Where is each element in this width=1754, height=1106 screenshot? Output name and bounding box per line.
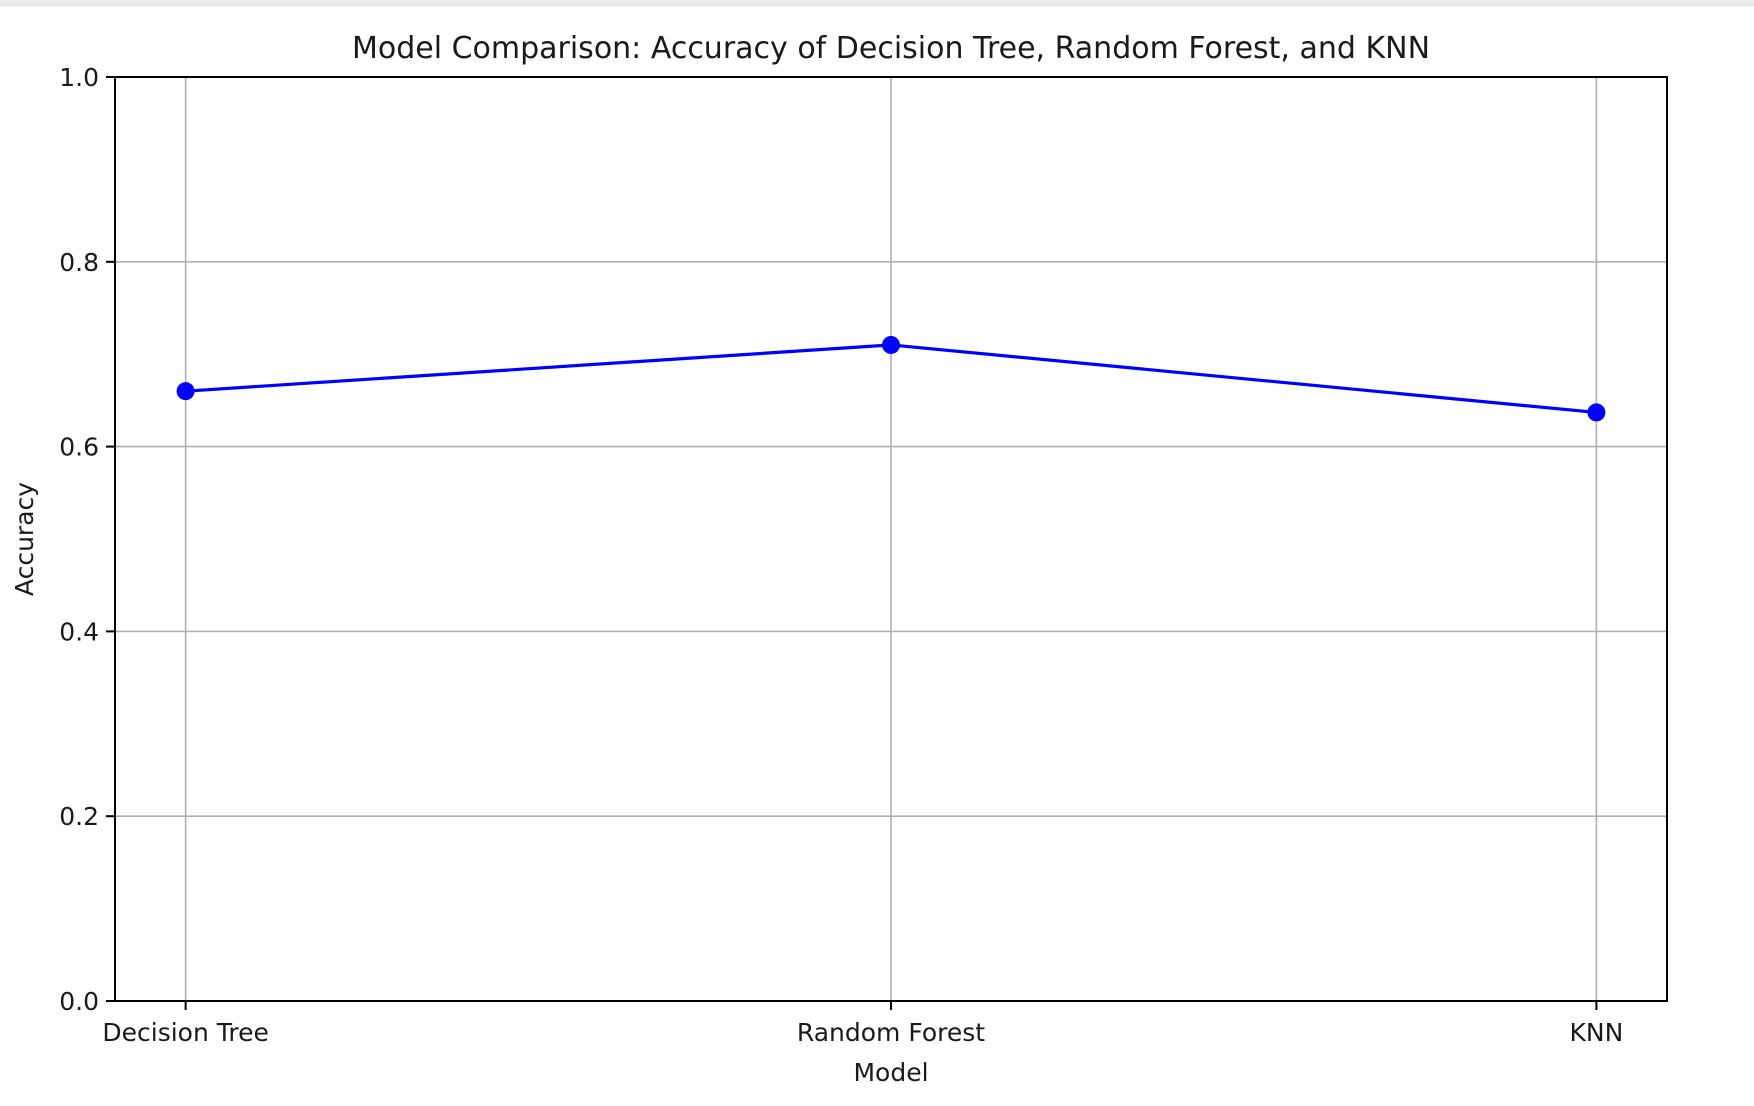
y-tick-label: 0.4: [59, 617, 99, 646]
y-axis-ticks: 0.0 0.2 0.4 0.6 0.8 1.0: [59, 63, 115, 1016]
x-tick-label: KNN: [1569, 1018, 1623, 1047]
x-tick-label: Decision Tree: [102, 1018, 268, 1047]
y-tick-label: 0.0: [59, 987, 99, 1016]
chart-title: Model Comparison: Accuracy of Decision T…: [352, 31, 1430, 66]
x-axis-ticks: Decision Tree Random Forest KNN: [102, 1001, 1623, 1047]
x-axis-label: Model: [853, 1058, 928, 1087]
y-tick-label: 0.2: [59, 802, 99, 831]
data-point: [882, 335, 900, 354]
grid-lines: [115, 76, 1667, 1002]
top-border: [0, 0, 1754, 6]
y-axis-label: Accuracy: [10, 482, 39, 596]
y-tick-label: 0.8: [59, 248, 99, 277]
series-layer: [176, 335, 1606, 422]
x-tick-label: Random Forest: [797, 1018, 985, 1047]
data-point: [1587, 403, 1606, 422]
data-point: [176, 382, 195, 401]
y-tick-label: 0.6: [59, 433, 99, 462]
y-tick-label: 1.0: [59, 63, 99, 92]
